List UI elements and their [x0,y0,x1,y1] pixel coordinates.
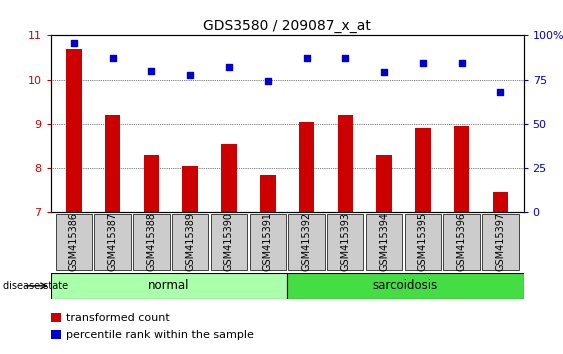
Text: GSM415395: GSM415395 [418,212,428,271]
Bar [105,115,120,212]
Text: GSM415396: GSM415396 [457,212,467,271]
Bar [338,115,353,212]
Bar [144,155,159,212]
Point [418,60,427,65]
Bar [260,175,275,212]
Point [302,56,311,61]
FancyBboxPatch shape [287,273,524,299]
Bar [299,122,314,212]
FancyBboxPatch shape [482,213,519,270]
Point [341,55,350,61]
FancyBboxPatch shape [288,213,325,270]
FancyBboxPatch shape [405,213,441,270]
Point [496,89,505,95]
FancyBboxPatch shape [95,213,131,270]
Text: normal: normal [148,279,190,292]
Point [186,73,195,78]
FancyBboxPatch shape [51,273,287,299]
Text: GSM415386: GSM415386 [69,212,79,271]
FancyBboxPatch shape [249,213,286,270]
Text: GSM415388: GSM415388 [146,212,157,271]
FancyBboxPatch shape [56,213,92,270]
Bar [221,144,236,212]
FancyBboxPatch shape [211,213,247,270]
Text: sarcoidosis: sarcoidosis [373,279,438,292]
Text: GSM415397: GSM415397 [495,212,506,271]
Title: GDS3580 / 209087_x_at: GDS3580 / 209087_x_at [203,19,371,33]
Bar [51,313,61,322]
Point [263,78,272,83]
Text: disease state: disease state [3,281,68,291]
Bar [415,128,431,212]
Text: transformed count: transformed count [66,313,169,323]
Point [225,64,234,70]
Point [147,68,156,74]
FancyBboxPatch shape [133,213,169,270]
Bar [51,330,61,339]
Text: GSM415391: GSM415391 [263,212,272,271]
Bar [376,155,392,212]
FancyBboxPatch shape [366,213,402,270]
Text: GSM415394: GSM415394 [379,212,389,271]
Text: percentile rank within the sample: percentile rank within the sample [66,330,254,340]
Point [69,41,78,46]
Point [108,55,117,60]
Text: GSM415392: GSM415392 [302,212,311,271]
Point [457,60,466,65]
Text: GSM415393: GSM415393 [340,212,350,271]
Bar [454,126,470,212]
Text: GSM415390: GSM415390 [224,212,234,271]
FancyBboxPatch shape [327,213,364,270]
Bar [66,49,82,212]
FancyBboxPatch shape [172,213,208,270]
Text: GSM415387: GSM415387 [108,212,118,271]
Text: GSM415389: GSM415389 [185,212,195,271]
Point [379,69,388,75]
Bar [182,166,198,212]
FancyBboxPatch shape [443,213,480,270]
Bar [493,193,508,212]
